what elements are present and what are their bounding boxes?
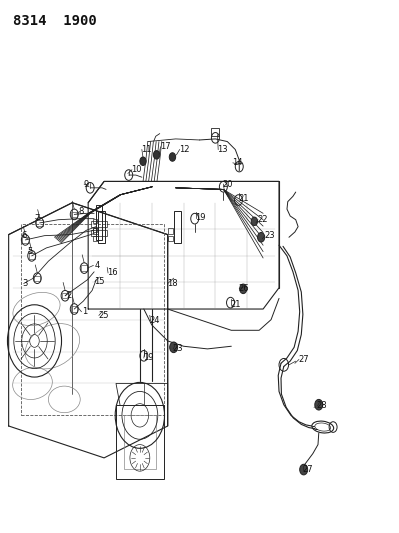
Bar (71, 306, 77, 312)
Bar (168, 228, 173, 233)
Text: 19: 19 (143, 353, 154, 362)
Text: 1: 1 (82, 307, 87, 316)
Text: 11: 11 (141, 145, 152, 154)
Bar (71, 212, 77, 217)
Bar (81, 265, 87, 271)
Bar (36, 220, 43, 225)
Text: 5: 5 (28, 247, 33, 256)
Circle shape (170, 342, 178, 353)
Text: 22: 22 (257, 215, 268, 224)
Circle shape (257, 232, 265, 242)
Text: 7: 7 (34, 214, 40, 223)
Bar (91, 230, 107, 236)
Circle shape (153, 151, 160, 159)
Bar (91, 221, 107, 227)
Text: 10: 10 (131, 165, 142, 174)
Text: 19: 19 (195, 213, 205, 222)
Text: 8: 8 (79, 207, 84, 216)
Text: 23: 23 (264, 231, 275, 240)
Bar (22, 237, 28, 243)
Bar (124, 415, 156, 469)
Bar (96, 205, 102, 240)
Text: 26: 26 (239, 284, 249, 293)
Text: 18: 18 (167, 279, 178, 288)
Text: 25: 25 (98, 311, 109, 320)
Text: 23: 23 (172, 344, 183, 353)
Text: 2: 2 (66, 291, 71, 300)
Text: 27: 27 (298, 355, 309, 364)
Text: 15: 15 (94, 277, 105, 286)
Circle shape (140, 157, 146, 165)
Text: 20: 20 (223, 180, 233, 189)
Circle shape (240, 284, 247, 294)
Text: 6: 6 (22, 231, 27, 240)
Circle shape (300, 464, 308, 475)
Text: 13: 13 (217, 145, 228, 154)
Circle shape (169, 153, 176, 161)
Text: 4: 4 (94, 261, 99, 270)
Text: 27: 27 (302, 465, 313, 474)
Bar (21, 224, 164, 415)
Text: 3: 3 (23, 279, 28, 288)
Text: 21: 21 (239, 194, 249, 203)
Bar (211, 128, 219, 136)
Bar (116, 405, 164, 479)
Bar (174, 211, 181, 243)
Bar (93, 236, 98, 241)
Text: 21: 21 (231, 300, 241, 309)
Bar (93, 228, 97, 232)
Bar (62, 293, 68, 298)
Text: 12: 12 (179, 145, 189, 154)
Bar (34, 276, 40, 281)
Text: 16: 16 (107, 269, 118, 277)
Text: 8314  1900: 8314 1900 (13, 14, 97, 28)
Bar (98, 211, 105, 243)
Circle shape (251, 217, 257, 225)
Bar (168, 236, 173, 241)
Text: 14: 14 (232, 158, 243, 167)
Bar (93, 219, 97, 223)
Bar (93, 228, 98, 233)
Text: 28: 28 (317, 401, 328, 410)
Circle shape (315, 399, 323, 410)
Text: 17: 17 (160, 142, 170, 151)
Text: 9: 9 (83, 180, 89, 189)
Bar (28, 253, 35, 259)
Text: 24: 24 (150, 316, 160, 325)
